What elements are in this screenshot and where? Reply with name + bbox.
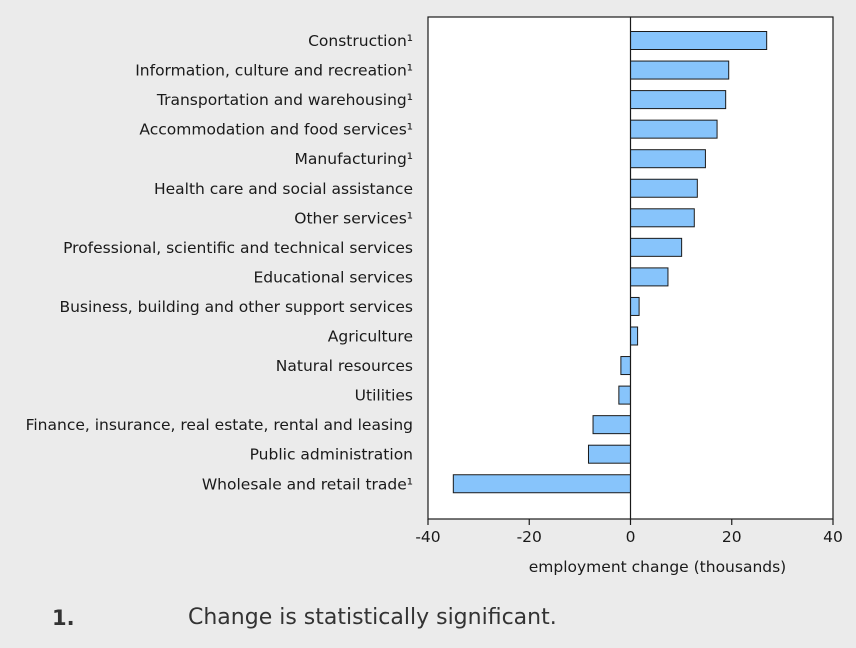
footnote-text: Change is statistically significant. (188, 605, 557, 630)
bar (630, 31, 768, 50)
category-label: Utilities (355, 387, 413, 405)
bar (630, 119, 718, 139)
bar (630, 149, 706, 169)
category-label: Accommodation and food services¹ (139, 121, 413, 139)
category-label: Health care and social assistance (154, 180, 413, 198)
bar (587, 444, 632, 464)
category-label: Educational services (254, 268, 414, 286)
bar (630, 90, 727, 110)
category-label: Natural resources (276, 357, 413, 375)
category-label: Other services¹ (294, 209, 413, 227)
bar (452, 474, 631, 494)
bar (630, 237, 683, 257)
bar-chart: Construction¹ Information, culture and re… (26, 16, 843, 576)
x-tick-label: 40 (823, 528, 843, 546)
x-tick-label: 20 (722, 528, 742, 546)
x-tick-label: -20 (517, 528, 542, 546)
category-label: Wholesale and retail trade¹ (202, 475, 413, 493)
category-label: Information, culture and recreation¹ (135, 62, 413, 80)
bar (630, 267, 669, 287)
bar (630, 296, 640, 316)
category-label: Construction¹ (308, 32, 413, 50)
bar (630, 326, 639, 346)
category-label: Finance, insurance, real estate, rental … (26, 416, 413, 434)
bar (630, 208, 695, 228)
bar (630, 60, 730, 80)
category-label: Business, building and other support ser… (59, 298, 413, 316)
x-axis-title: employment change (thousands) (529, 558, 786, 576)
footnote: 1. Change is statistically significant. (0, 600, 856, 640)
category-label: Professional, scientific and technical s… (63, 239, 413, 257)
category-label: Public administration (250, 446, 413, 464)
x-tick-label: 0 (626, 528, 636, 546)
bar (620, 356, 631, 376)
x-tick-label: -40 (415, 528, 440, 546)
footnote-marker: 1. (52, 606, 75, 630)
category-label: Transportation and warehousing¹ (156, 91, 413, 109)
bar (592, 415, 631, 435)
category-label: Agriculture (328, 328, 413, 346)
category-label: Manufacturing¹ (295, 150, 413, 168)
bar (618, 385, 632, 405)
bar (630, 178, 698, 198)
